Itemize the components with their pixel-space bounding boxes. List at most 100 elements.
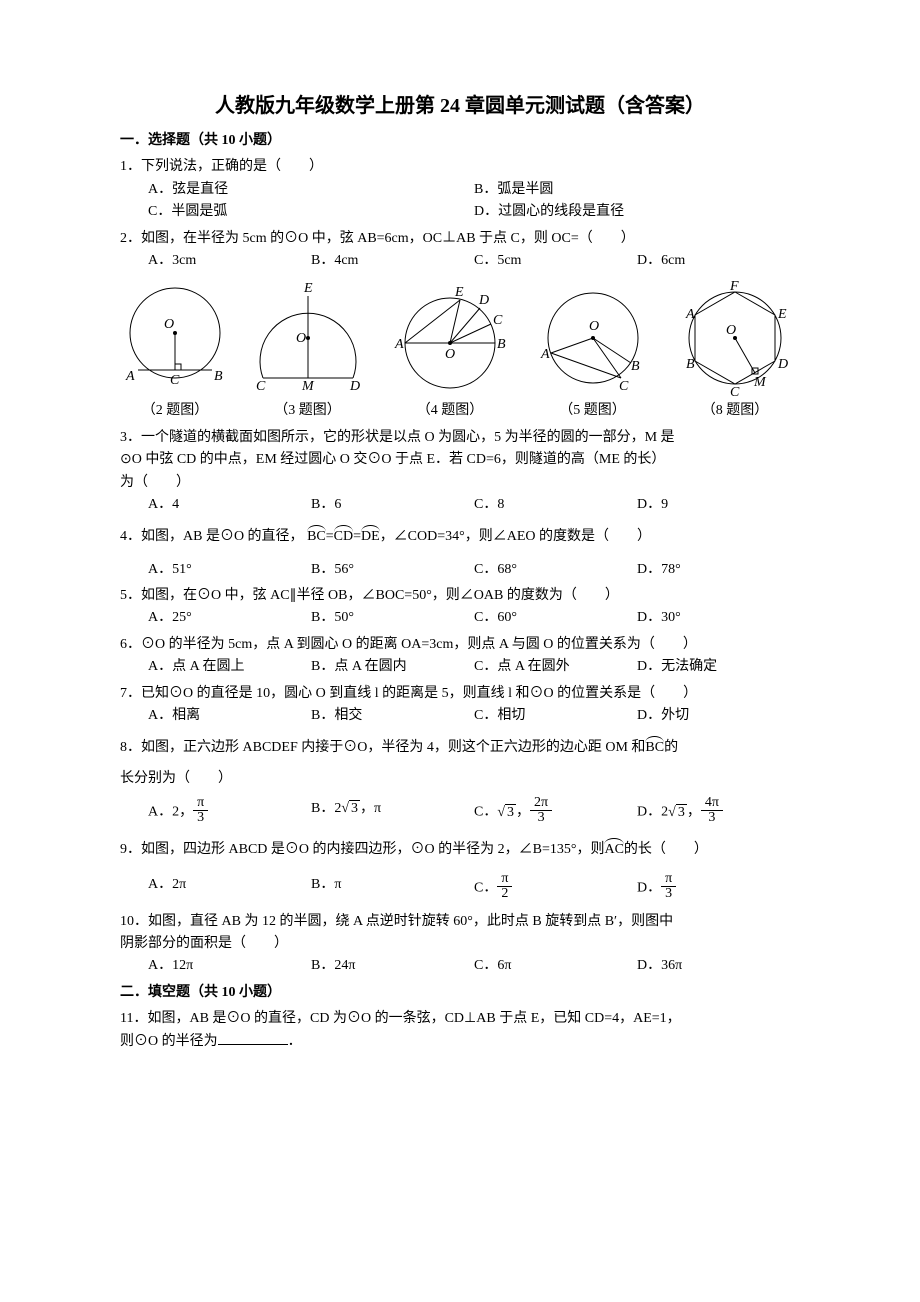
arc-ac: AC: [604, 842, 623, 857]
svg-text:D: D: [478, 293, 489, 308]
q6-opt-a: A．点 A 在圆上: [148, 656, 311, 678]
q8-opt-b: B．2√3，π: [311, 798, 474, 827]
question-7: 7．已知⊙O 的直径是 10，圆心 O 到直线 l 的距离是 5，则直线 l 和…: [120, 683, 800, 728]
q1-opt-b: B．弧是半圆: [474, 179, 800, 201]
q1-opt-a: A．弦是直径: [148, 179, 474, 201]
q7-opt-d: D．外切: [637, 705, 800, 727]
svg-text:B: B: [214, 369, 223, 384]
svg-text:C: C: [493, 313, 503, 328]
question-11: 11．如图，AB 是⊙O 的直径，CD 为⊙O 的一条弦，CD⊥AB 于点 E，…: [120, 1008, 800, 1053]
q1-opt-c: C．半圆是弧: [148, 201, 474, 223]
q5-stem: 5．如图，在⊙O 中，弦 AC∥半径 OB，∠BOC=50°，则∠OAB 的度数…: [120, 585, 800, 607]
question-6: 6．⊙O 的半径为 5cm，点 A 到圆心 O 的距离 OA=3cm，则点 A …: [120, 634, 800, 679]
svg-text:D: D: [349, 379, 360, 394]
q4-pre: 4．如图，AB 是⊙O 的直径，: [120, 529, 304, 544]
fig-q3: E O C M D （3 题图）: [248, 278, 368, 422]
q8-post: 的: [664, 740, 678, 755]
arc-de: DE: [361, 529, 380, 544]
q9-opt-b: B．π: [311, 874, 474, 903]
figcap-5: （5 题图）: [533, 400, 653, 422]
question-1: 1．下列说法，正确的是（ ） A．弦是直径 B．弧是半圆 C．半圆是弧 D．过圆…: [120, 156, 800, 223]
q6-opt-d: D．无法确定: [637, 656, 800, 678]
svg-text:B: B: [497, 337, 506, 352]
q10-opt-b: B．24π: [311, 955, 474, 977]
q7-opt-b: B．相交: [311, 705, 474, 727]
q8-opt-a: A．2，π3: [148, 798, 311, 827]
page-title: 人教版九年级数学上册第 24 章圆单元测试题（含答案）: [120, 90, 800, 122]
svg-text:O: O: [726, 323, 736, 338]
fig-q4: A B E D C O （4 题图）: [385, 278, 515, 422]
q9-opt-a: A．2π: [148, 874, 311, 903]
q5-opt-d: D．30°: [637, 607, 800, 629]
question-2: 2．如图，在半径为 5cm 的⊙O 中，弦 AB=6cm，OC⊥AB 于点 C，…: [120, 228, 800, 273]
q7-stem: 7．已知⊙O 的直径是 10，圆心 O 到直线 l 的距离是 5，则直线 l 和…: [120, 683, 800, 705]
q1-stem: 1．下列说法，正确的是（ ）: [120, 156, 800, 178]
svg-text:D: D: [777, 357, 788, 372]
fig-q2: O A B C （2 题图）: [120, 278, 230, 422]
question-9: 9．如图，四边形 ABCD 是⊙O 的内接四边形，⊙O 的半径为 2，∠B=13…: [120, 839, 800, 902]
q8-opt-d: D．2√3，4π3: [637, 798, 800, 827]
q6-opt-b: B．点 A 在圆内: [311, 656, 474, 678]
q9-post: 的长（ ）: [624, 842, 708, 857]
question-5: 5．如图，在⊙O 中，弦 AC∥半径 OB，∠BOC=50°，则∠OAB 的度数…: [120, 585, 800, 630]
q7-opt-c: C．相切: [474, 705, 637, 727]
svg-text:C: C: [730, 385, 740, 398]
svg-text:C: C: [170, 373, 180, 388]
figure-row: O A B C （2 题图） E O C M D （3 题图）: [120, 278, 800, 422]
q3-l2: ⊙O 中弦 CD 的中点，EM 经过圆心 O 交⊙O 于点 E．若 CD=6，则…: [120, 449, 800, 471]
svg-text:M: M: [301, 379, 315, 394]
figcap-8: （8 题图）: [670, 400, 800, 422]
page: 人教版九年级数学上册第 24 章圆单元测试题（含答案） 一．选择题（共 10 小…: [0, 0, 920, 1302]
q1-opt-d: D．过圆心的线段是直径: [474, 201, 800, 223]
svg-text:A: A: [540, 347, 550, 362]
q4-opt-c: C．68°: [474, 559, 637, 581]
fig-q5: A B C O （5 题图）: [533, 278, 653, 422]
svg-text:O: O: [296, 331, 306, 346]
svg-text:B: B: [686, 357, 695, 372]
svg-text:O: O: [589, 319, 599, 334]
q5-opt-b: B．50°: [311, 607, 474, 629]
svg-text:A: A: [685, 307, 695, 322]
q3-opt-a: A．4: [148, 494, 311, 516]
arc-cd: CD: [334, 529, 353, 544]
q10-l1: 10．如图，直径 AB 为 12 的半圆，绕 A 点逆时针旋转 60°，此时点 …: [120, 911, 800, 933]
q9-opt-d: D．π3: [637, 874, 800, 903]
svg-text:A: A: [394, 337, 404, 352]
q10-opt-c: C．6π: [474, 955, 637, 977]
svg-text:M: M: [753, 375, 767, 390]
svg-text:C: C: [619, 379, 629, 394]
q3-opt-d: D．9: [637, 494, 800, 516]
q5-opt-c: C．60°: [474, 607, 637, 629]
q4-opt-a: A．51°: [148, 559, 311, 581]
q4-opt-d: D．78°: [637, 559, 800, 581]
fill-blank: [218, 1044, 288, 1045]
svg-text:E: E: [454, 285, 464, 300]
q3-opt-b: B．6: [311, 494, 474, 516]
q10-opt-a: A．12π: [148, 955, 311, 977]
q9-opt-c: C．π2: [474, 874, 637, 903]
figcap-2: （2 题图）: [120, 400, 230, 422]
q2-opt-b: B．4cm: [311, 250, 474, 272]
svg-text:C: C: [256, 379, 266, 394]
q2-opt-a: A．3cm: [148, 250, 311, 272]
q10-opt-d: D．36π: [637, 955, 800, 977]
q9-pre: 9．如图，四边形 ABCD 是⊙O 的内接四边形，⊙O 的半径为 2，∠B=13…: [120, 842, 604, 857]
question-8: 8．如图，正六边形 ABCDEF 内接于⊙O，半径为 4，则这个正六边形的边心距…: [120, 737, 800, 827]
question-4: 4．如图，AB 是⊙O 的直径， BC=CD=DE，∠COD=34°，则∠AEO…: [120, 526, 800, 581]
svg-text:O: O: [164, 317, 174, 332]
q2-opt-d: D．6cm: [637, 250, 800, 272]
q2-opt-c: C．5cm: [474, 250, 637, 272]
svg-text:B: B: [631, 359, 640, 374]
figcap-4: （4 题图）: [385, 400, 515, 422]
q5-opt-a: A．25°: [148, 607, 311, 629]
fig-q8: A B C D E F O M （8 题图）: [670, 278, 800, 422]
section-1-heading: 一．选择题（共 10 小题）: [120, 130, 800, 152]
q3-l3: 为（ ）: [120, 472, 800, 494]
svg-text:E: E: [777, 307, 787, 322]
q6-stem: 6．⊙O 的半径为 5cm，点 A 到圆心 O 的距离 OA=3cm，则点 A …: [120, 634, 800, 656]
svg-text:O: O: [445, 347, 455, 362]
q10-l2: 阴影部分的面积是（ ）: [120, 933, 800, 955]
question-3: 3．一个隧道的横截面如图所示，它的形状是以点 O 为圆心，5 为半径的圆的一部分…: [120, 427, 800, 517]
q7-opt-a: A．相离: [148, 705, 311, 727]
section-2-heading: 二．填空题（共 10 小题）: [120, 982, 800, 1004]
